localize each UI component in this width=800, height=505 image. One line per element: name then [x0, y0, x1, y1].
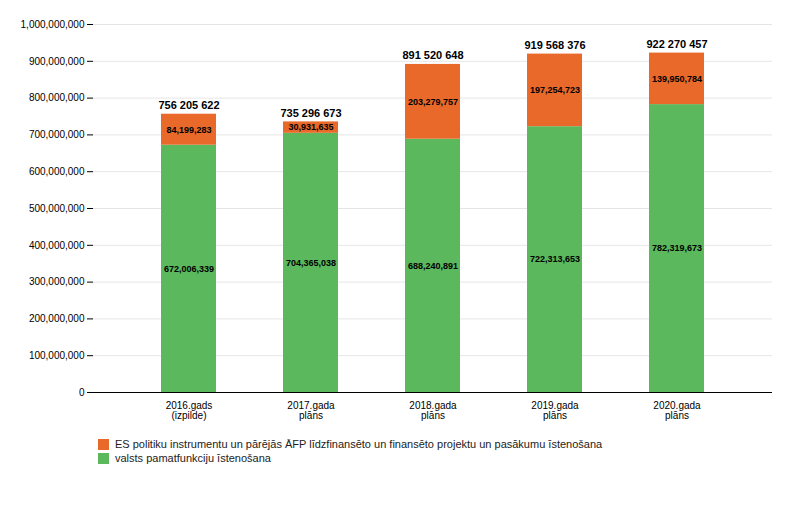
svg-text:200,000,000: 200,000,000 [29, 313, 85, 324]
svg-text:735 296 673: 735 296 673 [280, 107, 341, 119]
svg-text:782,319,673: 782,319,673 [652, 243, 702, 253]
svg-text:2017.gadaplāns: 2017.gadaplāns [287, 400, 335, 421]
svg-text:891 520 648: 891 520 648 [402, 49, 463, 61]
svg-text:900,000,000: 900,000,000 [29, 56, 85, 67]
svg-text:203,279,757: 203,279,757 [408, 97, 458, 107]
svg-text:700,000,000: 700,000,000 [29, 129, 85, 140]
svg-text:600,000,000: 600,000,000 [29, 166, 85, 177]
svg-text:922 270 457: 922 270 457 [646, 38, 707, 50]
svg-text:1,000,000,000: 1,000,000,000 [21, 19, 85, 30]
svg-text:722,313,653: 722,313,653 [530, 254, 580, 264]
svg-text:100,000,000: 100,000,000 [29, 350, 85, 361]
svg-text:672,006,339: 672,006,339 [164, 264, 214, 274]
svg-text:30,931,635: 30,931,635 [288, 122, 333, 132]
svg-text:2018.gadaplāns: 2018.gadaplāns [409, 400, 457, 421]
html-text:ES politiku instrumentu un pār: ES politiku instrumentu un pārējās ĀFP l… [115, 438, 603, 450]
svg-text:84,199,283: 84,199,283 [166, 125, 211, 135]
svg-text:0: 0 [79, 387, 85, 398]
svg-text:2016.gads(izpilde): 2016.gads(izpilde) [166, 400, 213, 421]
svg-text:2020.gadaplāns: 2020.gadaplāns [653, 400, 701, 421]
svg-text:756 205 622: 756 205 622 [158, 99, 219, 111]
svg-text:197,254,723: 197,254,723 [530, 85, 580, 95]
svg-text:688,240,891: 688,240,891 [408, 261, 458, 271]
html-text:valsts pamatfunkciju īstenošan: valsts pamatfunkciju īstenošana [115, 452, 271, 464]
svg-text:300,000,000: 300,000,000 [29, 276, 85, 287]
svg-text:919 568 376: 919 568 376 [524, 39, 585, 51]
svg-text:704,365,038: 704,365,038 [286, 258, 336, 268]
svg-text:139,950,784: 139,950,784 [652, 74, 702, 84]
svg-text:500,000,000: 500,000,000 [29, 203, 85, 214]
svg-text:400,000,000: 400,000,000 [29, 240, 85, 251]
svg-text:2019.gadaplāns: 2019.gadaplāns [531, 400, 579, 421]
svg-text:800,000,000: 800,000,000 [29, 92, 85, 103]
